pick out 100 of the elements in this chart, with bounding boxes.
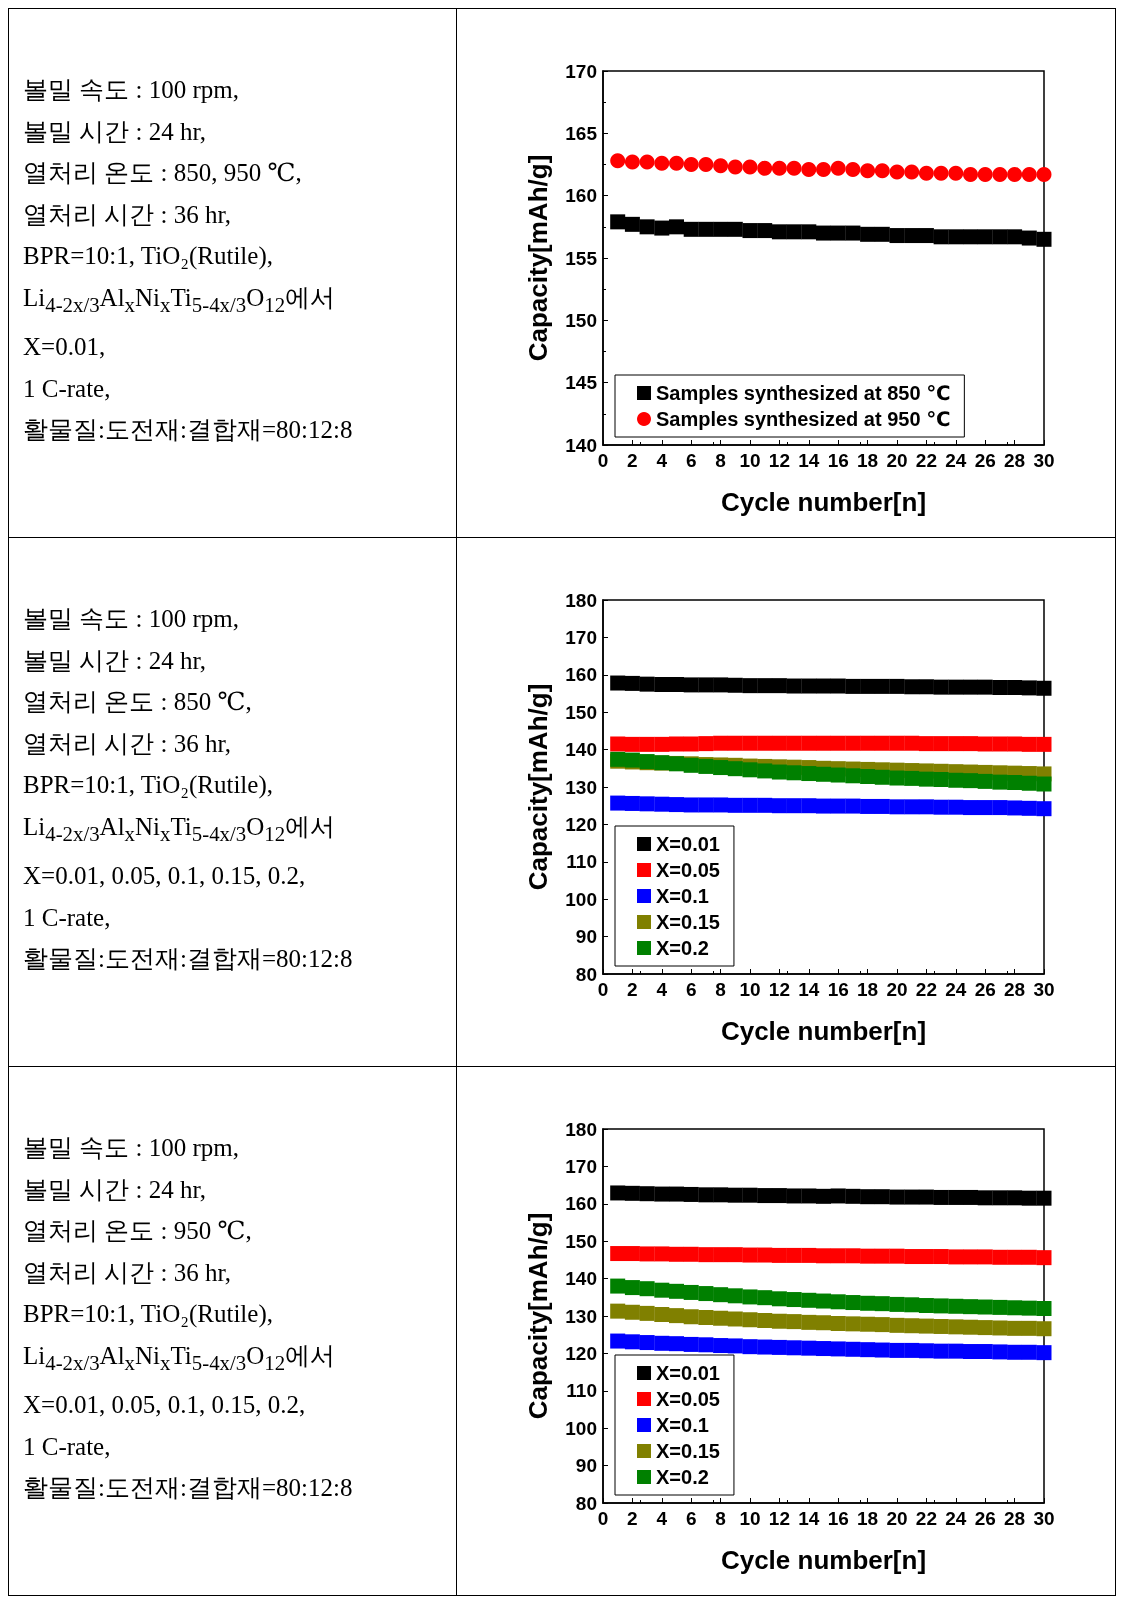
text: BPR=10:1, TiO₂(Rutile), [23,241,274,272]
text: 열처리 온도 : 850, 950 ℃, [23,158,303,188]
y-tick-label: 90 [575,1455,597,1477]
legend-label: X=0.05 [656,1388,720,1410]
x-tick-label: 6 [685,1508,697,1529]
text: 1 C-rate, [23,1431,112,1462]
y-tick-label: 170 [565,626,597,648]
x-tick-label: 30 [1033,450,1055,471]
text: BPR=10:1, TiO₂(Rutile), [23,770,274,801]
text: 볼밀 속도 : 100 rpm, [23,75,240,105]
x-tick-label: 16 [827,979,849,1000]
x-tick-label: 4 [656,450,668,471]
x-tick-label: 4 [656,979,668,1000]
text: 볼밀 시간 : 24 hr, [23,1174,208,1205]
text: Li$_{4-2x/3}$Al$_{x}$Ni$_{x}$Ti$_{5-4x/3}$O$_{12}$에서 [23,283,336,317]
text: 열처리 온도 : 950 ℃, [23,1216,253,1246]
x-tick-label: 12 [768,1508,790,1529]
y-tick-label: 130 [565,776,597,798]
legend-label: Samples synthesized at 950 ℃ [656,408,951,430]
y-tick-label: 110 [566,1380,597,1402]
x-tick-label: 28 [1004,450,1026,471]
text: 열처리 시간 : 36 hr, [23,199,233,230]
text: X=0.01, 0.05, 0.1, 0.15, 0.2, [23,861,307,891]
x-axis-title: Cycle number[n] [720,487,927,517]
x-tick-label: 20 [886,979,908,1000]
legend-label: X=0.2 [656,937,709,959]
legend-label: X=0.01 [656,833,720,855]
text: 활물질:도전재:결합재=80:12:8 [23,944,354,974]
text: 볼밀 속도 : 100 rpm, [23,604,240,634]
y-tick-label: 100 [565,888,597,910]
text: 열처리 온도 : 850 ℃, [23,687,253,717]
y-tick-label: 180 [565,1118,597,1140]
x-tick-label: 10 [739,979,761,1000]
x-tick-label: 6 [685,450,697,471]
text: 열처리 시간 : 36 hr, [23,1257,233,1288]
x-tick-label: 2 [627,979,638,1000]
x-axis-title: Cycle number[n] [720,1545,927,1575]
x-tick-label: 28 [1004,979,1026,1000]
x-tick-label: 6 [685,979,697,1000]
y-tick-label: 130 [565,1305,597,1327]
x-tick-label: 12 [768,979,790,1000]
x-tick-label: 4 [656,1508,668,1529]
y-tick-label: 165 [565,122,598,144]
text: 활물질:도전재:결합재=80:12:8 [23,415,354,445]
y-tick-label: 145 [565,372,598,394]
text: X=0.01, [23,332,107,362]
x-tick-label: 30 [1033,979,1055,1000]
y-axis-title: Capacity[mAh/g] [523,1212,553,1420]
text: 1 C-rate, [23,373,112,404]
x-tick-label: 24 [945,1508,967,1529]
y-tick-label: 80 [575,963,597,985]
x-tick-label: 22 [915,450,937,471]
text: BPR=10:1, TiO₂(Rutile), [23,1299,274,1330]
y-tick-label: 170 [565,1155,597,1177]
legend-label: X=0.2 [656,1466,709,1488]
x-tick-label: 8 [715,1508,726,1529]
text: Li$_{4-2x/3}$Al$_{x}$Ni$_{x}$Ti$_{5-4x/3}$O$_{12}$에서 [23,1341,336,1375]
x-tick-label: 18 [857,979,879,1000]
legend-label: X=0.15 [656,911,720,933]
x-tick-label: 16 [827,450,849,471]
legend-label: X=0.1 [656,885,709,907]
x-tick-label: 12 [768,450,790,471]
y-tick-label: 140 [565,434,597,456]
legend-label: X=0.01 [656,1362,720,1384]
text: 볼밀 시간 : 24 hr, [23,116,208,147]
y-tick-label: 140 [565,1268,597,1290]
y-tick-label: 180 [565,589,597,611]
x-tick-label: 28 [1004,1508,1026,1529]
text: 1 C-rate, [23,902,112,933]
y-tick-label: 150 [565,1230,597,1252]
y-tick-label: 90 [575,926,597,948]
text: 볼밀 시간 : 24 hr, [23,645,208,676]
y-tick-label: 150 [565,309,597,331]
y-tick-label: 80 [575,1492,597,1514]
x-tick-label: 0 [597,1508,609,1529]
y-tick-label: 100 [565,1417,597,1439]
x-tick-label: 14 [798,979,820,1000]
y-tick-label: 160 [565,185,597,207]
x-tick-label: 26 [974,450,996,471]
x-tick-label: 8 [715,979,726,1000]
text: 열처리 시간 : 36 hr, [23,728,233,759]
text: X=0.01, 0.05, 0.1, 0.15, 0.2, [23,1390,307,1420]
legend-label: Samples synthesized at 850 ℃ [656,382,951,404]
x-tick-label: 30 [1033,1508,1055,1529]
x-tick-label: 16 [827,1508,849,1529]
x-tick-label: 20 [886,1508,908,1529]
x-tick-label: 0 [597,450,609,471]
x-tick-label: 10 [739,1508,761,1529]
legend-label: X=0.15 [656,1440,720,1462]
x-tick-label: 20 [886,450,908,471]
y-axis-title: Capacity[mAh/g] [523,683,553,891]
y-tick-label: 110 [566,851,597,873]
legend-label: X=0.1 [656,1414,709,1436]
y-axis-title: Capacity[mAh/g] [523,154,553,362]
y-tick-label: 150 [565,701,597,723]
x-tick-label: 18 [857,450,879,471]
x-tick-label: 26 [974,979,996,1000]
x-tick-label: 8 [715,450,726,471]
x-tick-label: 14 [798,450,820,471]
text: 볼밀 속도 : 100 rpm, [23,1133,240,1163]
